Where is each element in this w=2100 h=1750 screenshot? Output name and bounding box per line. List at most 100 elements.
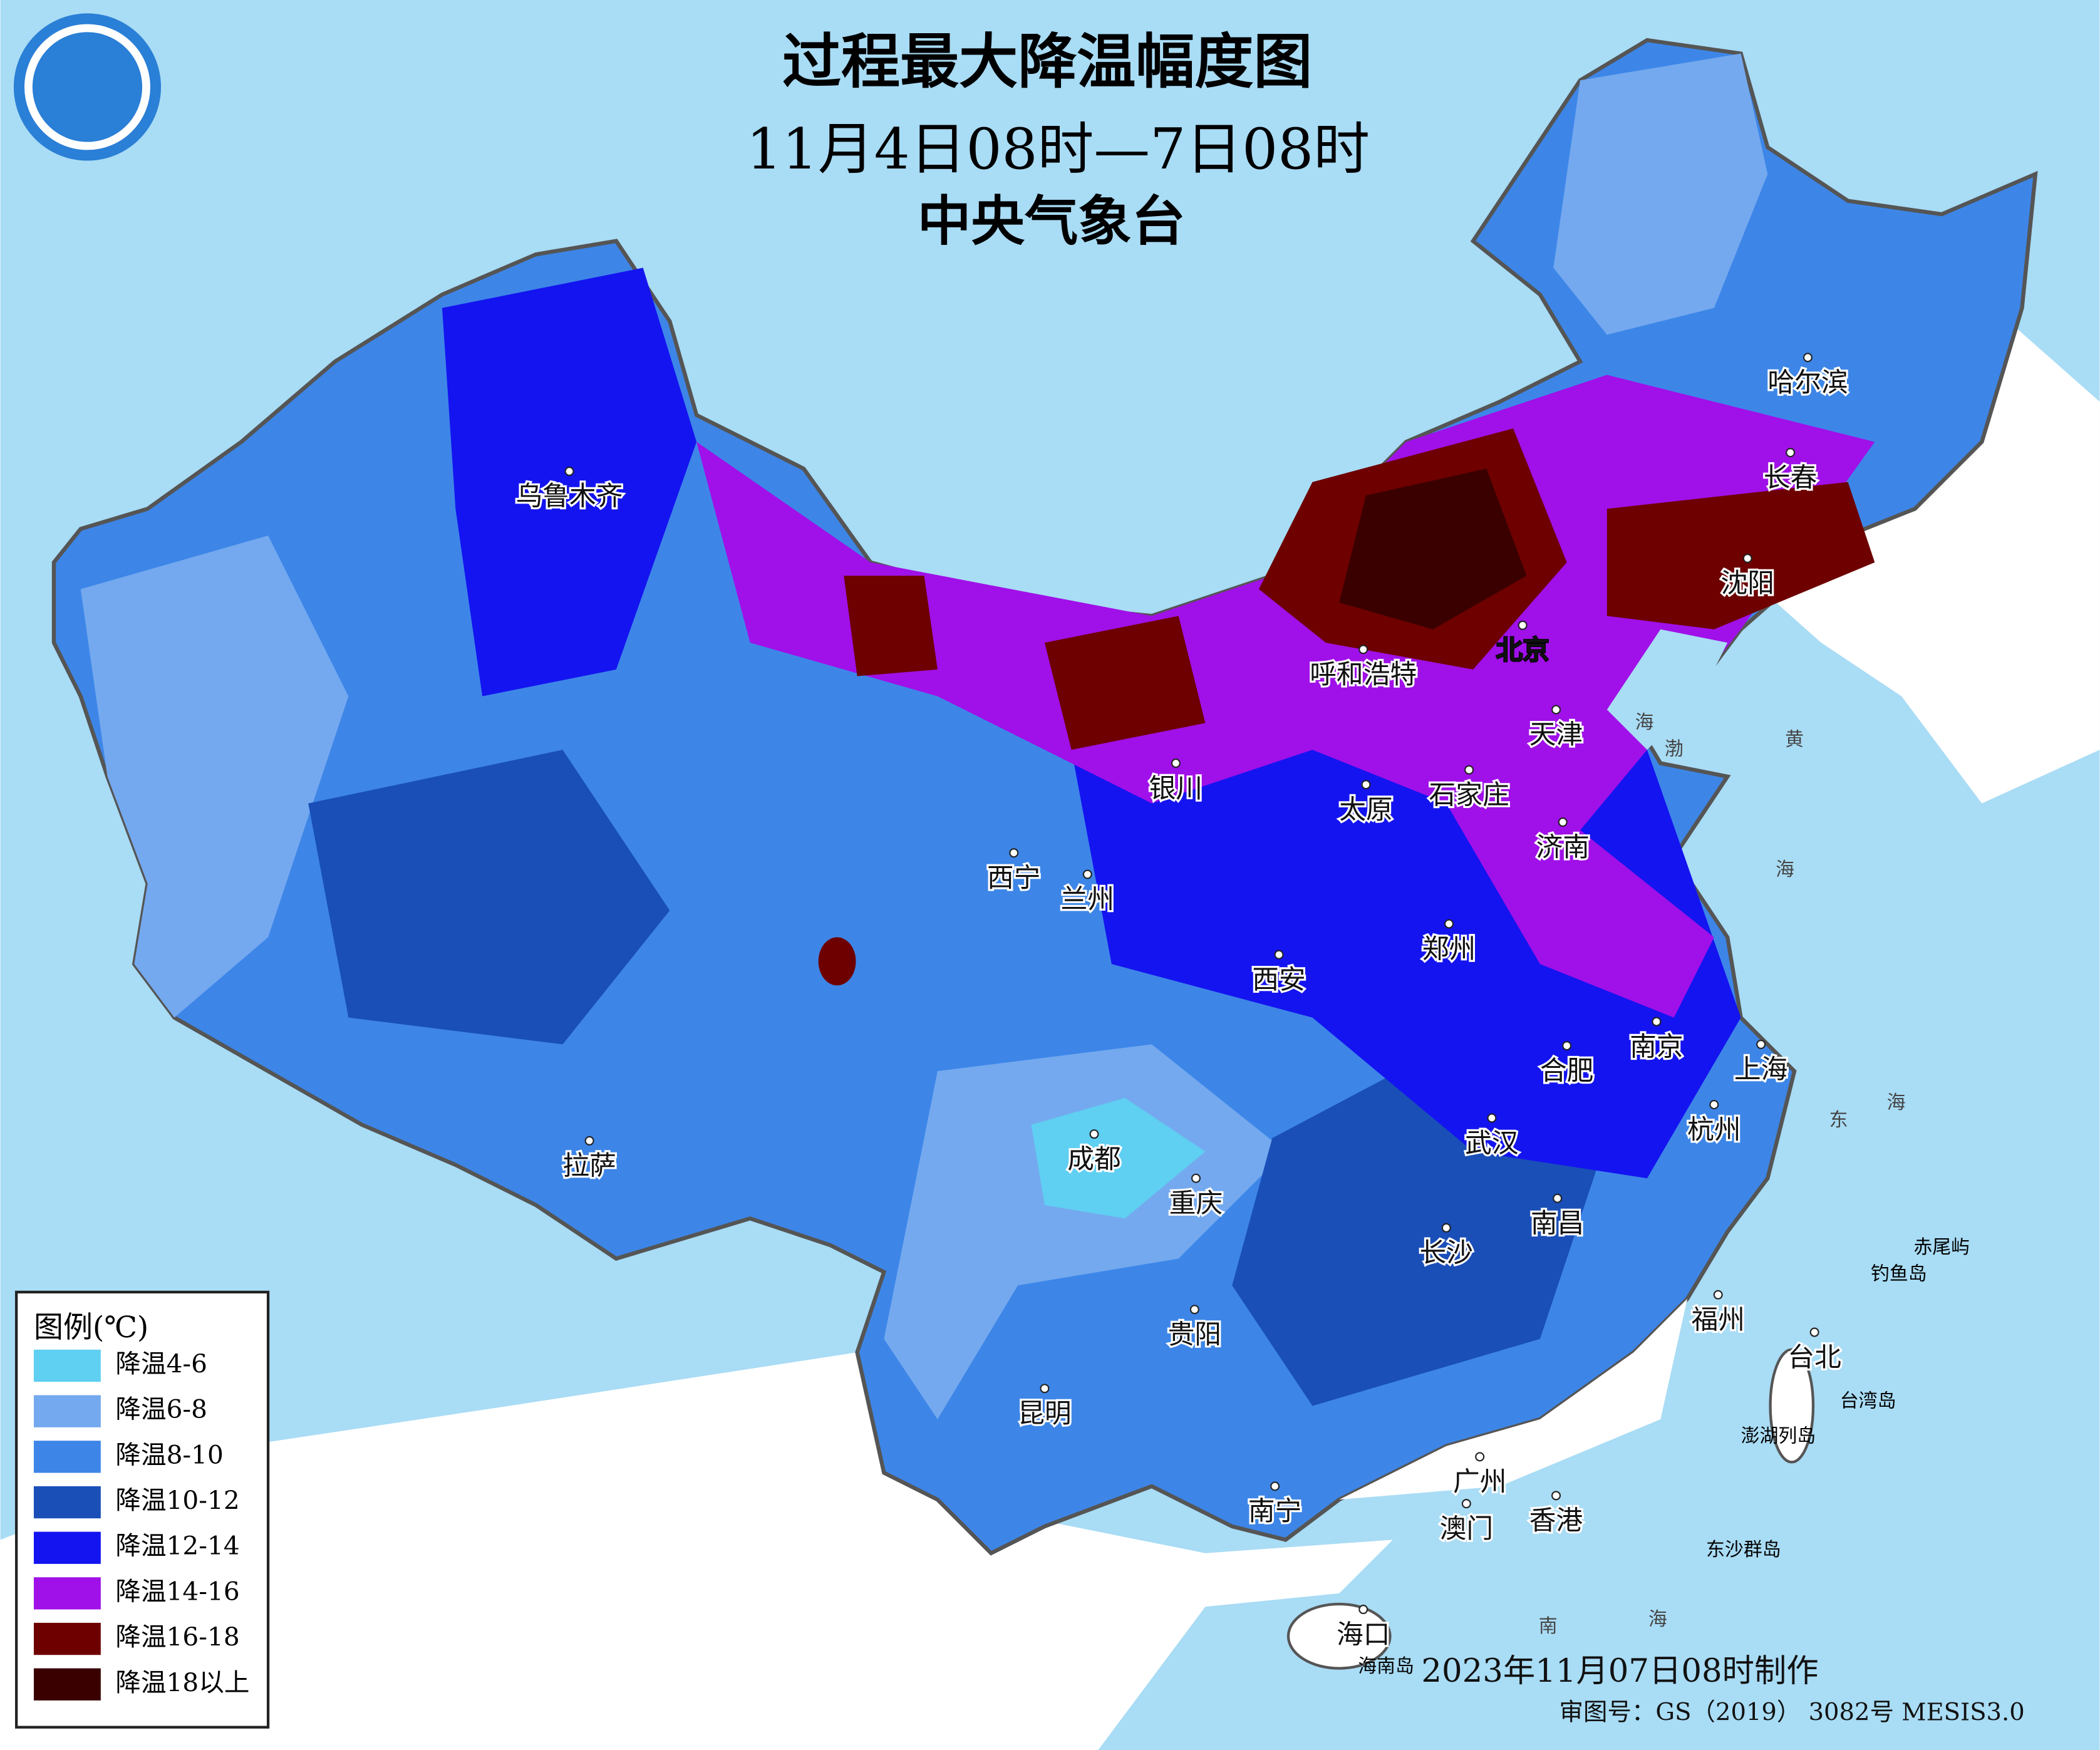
period: 11月4日08时—7日08时	[747, 117, 1370, 182]
city-dot	[1475, 1452, 1485, 1462]
city-label: 太原	[1339, 794, 1393, 826]
city-dot	[1809, 1327, 1819, 1337]
legend-swatch	[33, 1531, 101, 1564]
agency: 中央气象台	[918, 191, 1186, 253]
city-dot	[1009, 848, 1019, 858]
city-label: 成都	[1067, 1144, 1121, 1175]
zone-liaoning	[1606, 482, 1875, 629]
legend-label: 降温8-10	[115, 1439, 223, 1469]
city-dot	[1756, 1039, 1766, 1049]
city-dot	[1652, 1017, 1662, 1027]
city-dot	[1562, 1041, 1572, 1051]
city-label: 广州	[1453, 1466, 1506, 1498]
bohai	[1606, 629, 1728, 750]
city-dot	[1518, 620, 1528, 630]
city-label: 兰州	[1061, 884, 1115, 915]
taiwan	[1769, 1348, 1815, 1464]
city-dot	[1082, 869, 1092, 879]
legend-swatch	[33, 1668, 101, 1701]
city-label: 台北	[1787, 1342, 1841, 1373]
legend-swatch	[33, 1622, 101, 1655]
city-label: 武汉	[1465, 1127, 1519, 1159]
city-label: 西宁	[987, 862, 1041, 894]
city-label: 济南	[1536, 832, 1589, 863]
city-dot	[1441, 1223, 1451, 1233]
city-label: 海口	[1337, 1619, 1390, 1650]
city-label: 长沙	[1420, 1238, 1474, 1269]
zone-north	[696, 375, 1875, 1018]
approval: 审图号：GS（2019） 3082号 MESIS3.0	[1559, 1698, 2025, 1726]
city-label: 南昌	[1531, 1208, 1585, 1240]
island-label: 东沙群岛	[1706, 1539, 1781, 1561]
city-label: 南京	[1630, 1031, 1684, 1062]
legend-label: 降温18以上	[115, 1667, 249, 1697]
hainan	[1286, 1602, 1392, 1670]
city-label: 天津	[1529, 719, 1583, 750]
city-label: 澳门	[1440, 1513, 1493, 1545]
city-dot	[1709, 1100, 1719, 1110]
legend-label: 降温14-16	[115, 1576, 239, 1606]
city-dot	[1191, 1173, 1201, 1183]
city-dot	[1040, 1384, 1050, 1394]
zone-ningxia	[1044, 616, 1206, 750]
city-dot	[1461, 1499, 1471, 1509]
city-dot	[1742, 553, 1752, 563]
city-dot	[1558, 817, 1568, 827]
city-dot	[1189, 1305, 1199, 1315]
legend-swatch	[33, 1349, 101, 1382]
city-label: 贵阳	[1168, 1319, 1222, 1350]
sea-label: 海	[1776, 859, 1794, 881]
island-label: 海南岛	[1358, 1655, 1414, 1677]
city-dot	[1464, 765, 1474, 775]
island-label: 赤尾屿	[1913, 1236, 1970, 1258]
city-dot	[1786, 448, 1796, 458]
island-label: 澎湖列岛	[1741, 1425, 1816, 1447]
city-dot	[1444, 919, 1454, 929]
city-dot	[1803, 353, 1813, 363]
city-label: 重庆	[1169, 1188, 1223, 1219]
made-time: 2023年11月07日08时制作	[1421, 1652, 1818, 1690]
city-label: 合肥	[1540, 1055, 1594, 1087]
city-dot	[1270, 1481, 1280, 1491]
sea-label: 渤	[1665, 738, 1684, 760]
city-label: 沈阳	[1721, 568, 1774, 599]
zone-gansu	[844, 576, 938, 676]
city-label: 南宁	[1248, 1496, 1302, 1527]
zone-qinghai	[818, 937, 856, 986]
title: 过程最大降温幅度图	[782, 28, 1312, 96]
city-dot	[1551, 705, 1561, 715]
legend-swatch	[33, 1441, 101, 1473]
legend-swatch	[33, 1486, 101, 1519]
city-dot	[1171, 759, 1181, 768]
land-south	[0, 1352, 1393, 1750]
legend-label: 降温16-18	[115, 1622, 239, 1652]
city-label: 杭州	[1687, 1114, 1741, 1146]
legend-swatch	[33, 1395, 101, 1427]
city-dot	[1551, 1491, 1561, 1501]
city-dot	[1487, 1113, 1497, 1123]
sea-label: 海	[1648, 1608, 1667, 1630]
city-label: 石家庄	[1429, 779, 1509, 810]
zone-tibet	[308, 750, 670, 1045]
sea-label: 东	[1829, 1109, 1848, 1131]
sea-label: 海	[1635, 712, 1654, 733]
city-dot	[584, 1136, 594, 1146]
city-label: 北京	[1496, 635, 1549, 666]
city-dot	[564, 466, 574, 476]
city-dot	[1274, 950, 1284, 960]
city-label: 乌鲁木齐	[516, 481, 623, 512]
city-label: 香港	[1529, 1505, 1583, 1536]
city-label: 西安	[1252, 964, 1306, 995]
zone-northeast	[1553, 53, 1768, 335]
city-label: 上海	[1734, 1054, 1787, 1085]
city-label: 昆明	[1018, 1398, 1072, 1429]
zone-basin	[1031, 1097, 1206, 1219]
legend-label: 降温6-8	[115, 1394, 207, 1424]
legend-label: 降温4-6	[115, 1349, 207, 1379]
island-label: 钓鱼岛	[1871, 1263, 1927, 1285]
city-dot	[1553, 1193, 1563, 1203]
city-dot	[1361, 780, 1371, 790]
city-dot	[1089, 1129, 1099, 1139]
city-dot	[1713, 1290, 1723, 1300]
